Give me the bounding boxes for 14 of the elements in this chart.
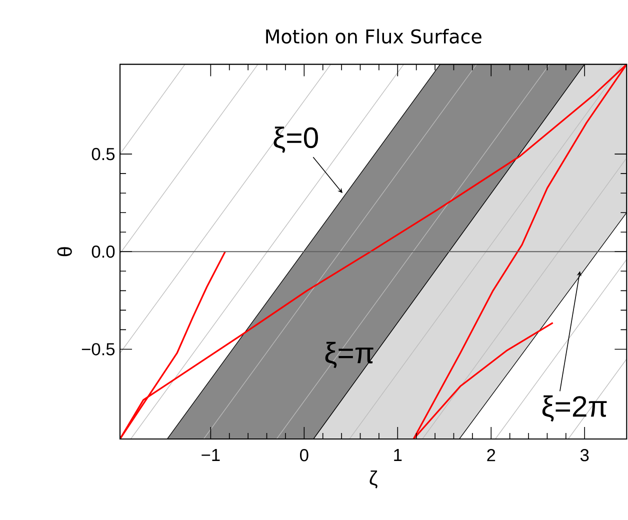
- y-tick-label: 0.5: [92, 148, 115, 160]
- x-tick-label: −1: [202, 449, 220, 461]
- x-tick-label: 2: [487, 449, 496, 462]
- y-tick-label: 0.0: [92, 246, 115, 258]
- annotation: ξ=0: [274, 126, 318, 153]
- x-tick-label: 0: [300, 449, 308, 462]
- y-axis-title: θ: [57, 247, 72, 256]
- chart-title: Motion on Flux Surface: [266, 28, 482, 44]
- x-axis-title: ζ: [370, 470, 378, 488]
- annotation: ξ=π: [325, 342, 374, 368]
- annotation: ξ=2π: [542, 395, 607, 422]
- x-tick-label: 3: [580, 449, 589, 462]
- y-tick-label: −0.5: [82, 343, 115, 356]
- x-tick-label: 1: [394, 449, 402, 461]
